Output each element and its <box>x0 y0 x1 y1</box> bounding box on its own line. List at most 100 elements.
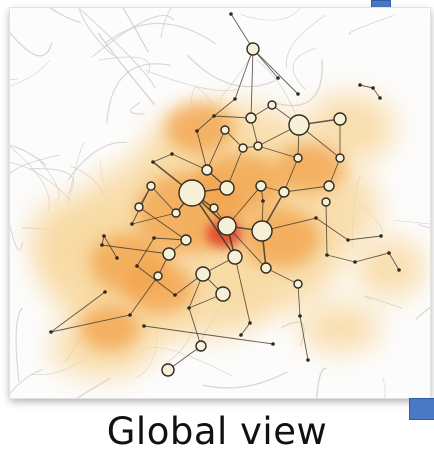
cluster-node <box>260 262 272 274</box>
endpoint-dot <box>229 12 233 16</box>
road-segment <box>10 31 53 57</box>
cluster-node <box>146 181 156 191</box>
endpoint-dot <box>102 234 106 238</box>
cluster-node <box>153 271 163 281</box>
road-segment <box>285 14 326 69</box>
flow-edge <box>234 48 254 100</box>
flow-edge <box>315 217 349 241</box>
cluster-node <box>217 216 237 236</box>
road-segment <box>186 54 276 88</box>
road-segment <box>122 8 149 53</box>
cluster-node <box>238 143 248 153</box>
endpoint-dot <box>325 253 329 257</box>
cluster-node <box>209 203 219 213</box>
endpoint-dot <box>115 256 119 260</box>
endpoint-dot <box>379 234 383 238</box>
endpoint-dot <box>142 324 146 328</box>
road-segment <box>130 102 145 115</box>
flow-edge <box>252 48 299 95</box>
road-segment <box>49 8 82 24</box>
endpoint-dot <box>151 160 155 164</box>
road-segment <box>418 223 430 229</box>
road-segment <box>29 168 75 193</box>
cluster-node <box>161 363 175 377</box>
road-segment <box>364 295 403 309</box>
flow-edge <box>101 244 170 255</box>
road-segment <box>98 56 151 75</box>
road-segment <box>271 59 323 107</box>
flow-edge <box>188 307 202 347</box>
flow-edge <box>230 13 254 50</box>
cluster-node <box>219 180 235 196</box>
road-segment <box>106 22 217 45</box>
endpoint-dot <box>371 86 375 90</box>
network-heatmap-svg <box>10 8 430 398</box>
endpoint-dot <box>130 222 134 226</box>
flow-edge <box>326 254 356 263</box>
flow-edge <box>213 98 236 117</box>
cluster-node <box>180 234 192 246</box>
cluster-node <box>288 114 310 136</box>
cluster-node <box>321 197 331 207</box>
road-segment <box>382 377 386 398</box>
cluster-node <box>220 125 230 135</box>
endpoint-dot <box>378 96 382 100</box>
flow-edge <box>283 157 299 193</box>
flow-edge <box>136 237 155 267</box>
flow-edge <box>388 252 400 271</box>
heat-blob-mid <box>240 208 320 268</box>
endpoint-dot <box>298 314 302 318</box>
road-segment <box>10 144 47 166</box>
cluster-node <box>323 180 335 192</box>
cluster-node <box>227 249 243 265</box>
road-segment <box>76 377 112 398</box>
heat-blob-outer <box>355 238 425 298</box>
cluster-nodes-layer <box>49 12 401 377</box>
endpoint-dot <box>49 330 53 334</box>
road-segment <box>66 141 86 206</box>
heat-blob-outer <box>305 93 395 163</box>
flow-edge <box>250 48 254 119</box>
cluster-node <box>333 112 347 126</box>
cluster-node <box>246 42 260 56</box>
flow-edge <box>138 206 187 241</box>
endpoint-dot <box>152 236 156 240</box>
endpoint-dot <box>353 260 357 264</box>
road-segment <box>106 63 171 124</box>
road-segment <box>10 146 50 211</box>
flow-edge <box>196 115 215 132</box>
cluster-node <box>171 208 181 218</box>
heat-blob-outer <box>300 303 380 353</box>
cluster-node <box>134 202 144 212</box>
cluster-node <box>267 100 277 110</box>
flow-edge <box>50 291 106 333</box>
road-segment <box>79 8 156 89</box>
endpoint-dot <box>170 152 174 156</box>
cluster-node <box>293 279 303 289</box>
road-segment <box>78 8 114 56</box>
endpoint-dot <box>276 76 280 80</box>
road-segment <box>91 14 175 58</box>
endpoint-dot <box>314 216 318 220</box>
cluster-node <box>245 112 257 124</box>
road-segment <box>240 8 301 21</box>
flow-edge <box>359 84 374 89</box>
flow-edge <box>234 256 251 324</box>
flow-edge <box>206 129 226 171</box>
endpoint-dot <box>271 342 275 346</box>
global-view-map[interactable] <box>10 8 430 398</box>
endpoint-dot <box>306 358 310 362</box>
flow-edge <box>283 185 330 193</box>
cluster-node <box>255 180 267 192</box>
heat-blob-mid <box>275 143 345 193</box>
flow-edge <box>171 153 208 171</box>
flow-edge <box>103 235 118 259</box>
endpoint-dot <box>233 97 237 101</box>
endpoint-dot <box>100 243 104 247</box>
cluster-node <box>335 153 345 163</box>
flow-edge <box>50 314 131 333</box>
cluster-node <box>253 141 263 151</box>
flow-edge <box>240 322 251 336</box>
endpoint-dot <box>397 268 401 272</box>
flow-edge <box>167 345 202 371</box>
